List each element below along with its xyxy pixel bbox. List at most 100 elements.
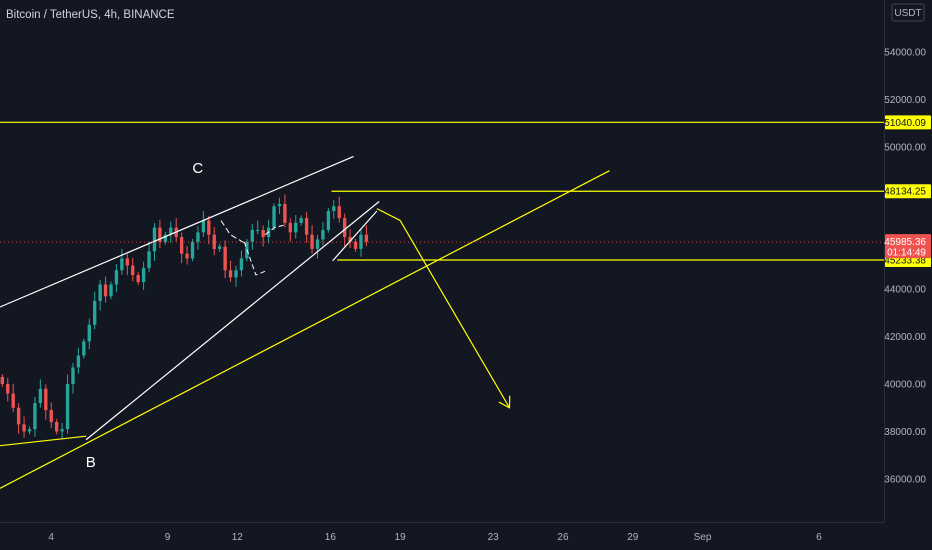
candle-body (304, 218, 309, 235)
currency-label: USDT (894, 8, 921, 19)
candle-body (217, 246, 222, 249)
time-tick-label: Sep (694, 532, 712, 543)
candle-body (49, 410, 53, 422)
candle-body (158, 227, 162, 242)
candle-body (87, 324, 91, 342)
candle-body (141, 267, 146, 283)
candle-body (136, 275, 140, 283)
candle-body (147, 251, 151, 268)
candle-body (114, 270, 119, 285)
candle-body (190, 241, 195, 259)
candle-body (299, 218, 303, 223)
candle-body (11, 393, 15, 408)
candle-body (179, 237, 184, 254)
level-price-label: 51040.09 (884, 118, 926, 129)
price-tick-label: 44000.00 (884, 285, 926, 296)
candle-body (38, 388, 43, 404)
price-axis-panel[interactable] (884, 0, 932, 550)
candle-body (272, 206, 276, 228)
candle-body (120, 258, 124, 271)
candle-body (207, 220, 211, 235)
time-axis-panel[interactable] (0, 522, 884, 550)
candle-body (261, 229, 265, 238)
white-trend-line-2[interactable] (85, 201, 380, 441)
annotation-c: C (192, 160, 203, 177)
time-tick-label: 16 (325, 532, 337, 543)
price-tick-label: 40000.00 (884, 380, 926, 391)
candle-body (294, 222, 298, 233)
yellow-trend-line-4[interactable] (0, 435, 87, 447)
level-price-badge (885, 184, 931, 199)
projection-arrow-path[interactable] (376, 208, 510, 409)
candle-body (54, 421, 59, 432)
candle-body (348, 237, 352, 242)
candle-body (163, 234, 168, 242)
time-tick-label: 12 (232, 532, 244, 543)
candle-body (0, 376, 5, 385)
price-tick-label: 52000.00 (884, 95, 926, 106)
currency-badge[interactable] (891, 3, 925, 22)
candle-body (201, 220, 206, 233)
drawings-layer: CB (0, 121, 884, 489)
price-tick-label: 36000.00 (884, 474, 926, 485)
candle-body (185, 253, 189, 259)
candle-body (6, 384, 10, 394)
candle-body (60, 429, 64, 432)
level-price-label: 48134.25 (884, 187, 926, 198)
current-price-badge (885, 234, 931, 259)
candle-body (283, 203, 287, 223)
symbol-title: Bitcoin / TetherUS, 4h, BINANCE (6, 9, 175, 21)
candle-body (76, 355, 81, 368)
candle-body (277, 203, 282, 207)
candle-body (315, 239, 320, 249)
candle-body (65, 384, 70, 430)
time-tick-label: 4 (48, 532, 54, 543)
time-tick-label: 19 (395, 532, 407, 543)
time-tick-label: 23 (488, 532, 500, 543)
candle-body (27, 429, 32, 432)
time-tick-label: 29 (627, 532, 639, 543)
candle-body (234, 270, 238, 278)
candle-body (332, 206, 336, 211)
price-tick-label: 38000.00 (884, 427, 926, 438)
candle-body (82, 341, 86, 356)
white-trend-line-3[interactable] (332, 210, 378, 262)
candle-body (196, 232, 200, 242)
annotation-b: B (86, 454, 96, 471)
candle-body (125, 258, 129, 266)
candle-body (364, 234, 369, 242)
candle-body (250, 229, 254, 242)
price-axis: 54000.0052000.0050000.0048000.0046000.00… (884, 0, 932, 550)
time-tick-label: 6 (816, 532, 822, 543)
candle-body (152, 227, 157, 252)
candle-body (239, 258, 244, 271)
price-tick-label: 42000.00 (884, 332, 926, 343)
yellow-trend-line-5[interactable] (0, 170, 610, 489)
candle-body (93, 301, 97, 325)
current-price-label: 45985.36 (884, 237, 926, 248)
candle-body (288, 222, 293, 233)
price-tick-label: 50000.00 (884, 142, 926, 153)
candle-body (103, 284, 108, 297)
level-price-badge (885, 115, 931, 130)
candle-body (98, 284, 102, 302)
candle-body (256, 229, 260, 231)
candle-body (109, 284, 113, 297)
candle-body (337, 206, 341, 219)
candle-body (353, 241, 358, 249)
sketch-mark (243, 241, 268, 276)
time-tick-label: 26 (557, 532, 569, 543)
candle-body (71, 367, 75, 385)
level-price-label: 45233.38 (884, 255, 926, 266)
candle-body (44, 388, 48, 411)
candle-body (321, 229, 325, 240)
white-trend-line-1[interactable] (0, 155, 354, 308)
candle-body (212, 234, 216, 249)
candle-body (169, 227, 173, 235)
sketch-mark (264, 224, 284, 236)
candle-body (131, 265, 135, 275)
